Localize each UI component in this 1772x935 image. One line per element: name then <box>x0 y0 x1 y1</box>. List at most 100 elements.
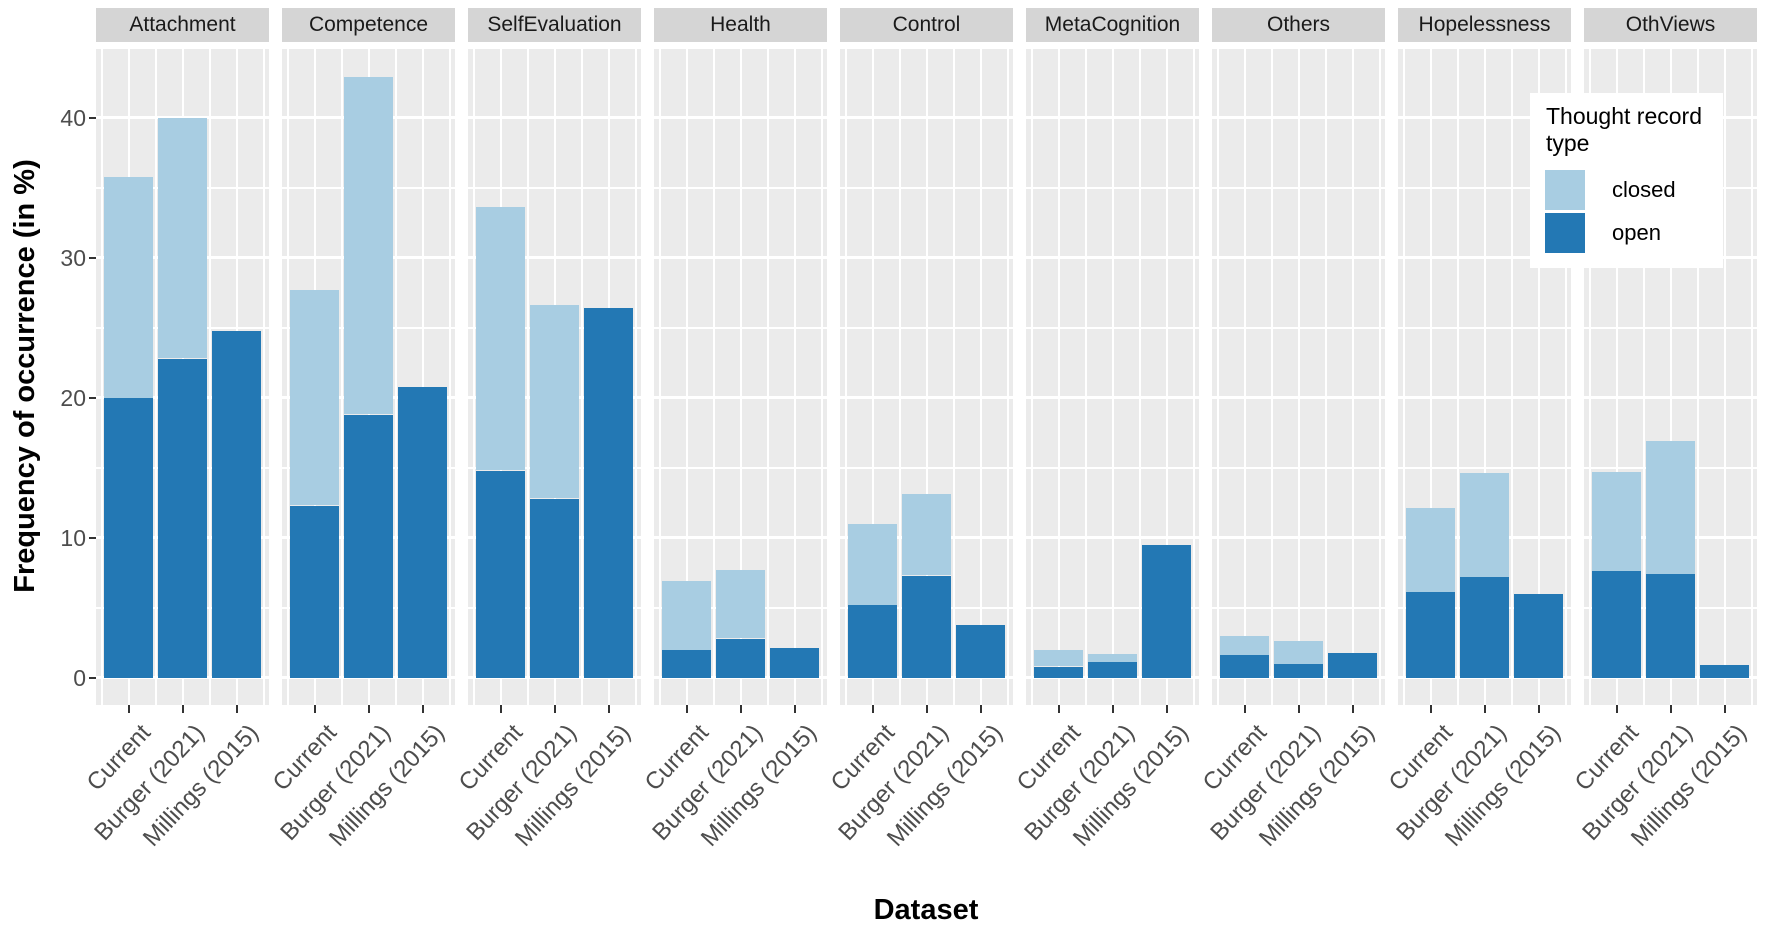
x-axis-tick <box>181 705 184 713</box>
bar-segment-open <box>1646 574 1695 678</box>
gridline-minor-v <box>658 47 661 705</box>
x-tick-label: Millings (2015) <box>1625 719 1752 852</box>
bar-segment-open <box>1514 593 1563 678</box>
bar-segment-closed <box>1274 641 1323 664</box>
x-axis-tick <box>367 705 370 713</box>
gridline-major-v <box>1429 47 1432 705</box>
x-axis-tick <box>553 705 556 713</box>
x-axis-tick <box>1297 705 1300 713</box>
gridline-minor-v <box>1510 47 1513 705</box>
gridline-major-v <box>1111 47 1114 705</box>
gridline-major-v <box>1615 47 1618 705</box>
bar-segment-open <box>1220 655 1269 678</box>
gridline-major-v <box>1483 47 1486 705</box>
gridline-minor-v <box>766 47 769 705</box>
facet-strip: Others <box>1212 8 1385 42</box>
gridline-minor-v <box>1216 47 1219 705</box>
bar-segment-open <box>1034 666 1083 678</box>
bar-segment-closed <box>290 289 339 506</box>
gridline-major-v <box>979 47 982 705</box>
bar-segment-closed <box>848 523 897 605</box>
x-axis-tick <box>1615 705 1618 713</box>
gridline-minor-v <box>1192 47 1195 705</box>
gridline-minor-v <box>340 47 343 705</box>
gridline-minor-v <box>1750 47 1753 705</box>
facet-strip: Competence <box>282 8 455 42</box>
x-axis-tick <box>1243 705 1246 713</box>
bar-segment-closed <box>104 176 153 398</box>
bar-segment-closed <box>716 569 765 639</box>
x-axis-tick <box>127 705 130 713</box>
gridline-minor-v <box>100 47 103 705</box>
facet-panel <box>1026 47 1199 705</box>
x-axis-tick <box>607 705 610 713</box>
gridline-minor-v <box>1270 47 1273 705</box>
gridline-minor-v <box>262 47 265 705</box>
bar-segment-closed <box>662 581 711 650</box>
gridline-minor-v <box>1402 47 1405 705</box>
x-axis-tick <box>421 705 424 713</box>
bar-segment-open <box>902 575 951 678</box>
x-axis-tick <box>871 705 874 713</box>
bar-segment-closed <box>1034 649 1083 667</box>
y-axis-tick <box>89 396 96 399</box>
facet-strip: Hopelessness <box>1398 8 1571 42</box>
gridline-minor-v <box>448 47 451 705</box>
gridline-major-v <box>1723 47 1726 705</box>
y-tick-label: 10 <box>60 524 86 551</box>
bar-segment-open <box>398 386 447 678</box>
bar-segment-closed <box>476 207 525 471</box>
bar-segment-open <box>1460 576 1509 678</box>
bar-segment-closed <box>1088 653 1137 663</box>
gridline-minor-v <box>712 47 715 705</box>
legend-swatch-closed <box>1545 170 1585 210</box>
gridline-major-v <box>1243 47 1246 705</box>
gridline-minor-v <box>580 47 583 705</box>
gridline-minor-v <box>634 47 637 705</box>
y-axis-tick <box>89 536 96 539</box>
x-axis-tick <box>685 705 688 713</box>
gridline-minor-v <box>286 47 289 705</box>
gridline-minor-v <box>1642 47 1645 705</box>
facet-strip: Attachment <box>96 8 269 42</box>
facet-panel <box>468 47 641 705</box>
legend-item: closed <box>1530 170 1723 210</box>
x-axis-title: Dataset <box>873 894 979 926</box>
gridline-major-v <box>925 47 928 705</box>
bar-segment-closed <box>1460 473 1509 577</box>
gridline-minor-v <box>1006 47 1009 705</box>
gridline-minor-v <box>1084 47 1087 705</box>
x-axis-tick <box>313 705 316 713</box>
facet-panel <box>96 47 269 705</box>
gridline-major-v <box>739 47 742 705</box>
bar-segment-open <box>1142 544 1191 678</box>
facet-strip: Health <box>654 8 827 42</box>
y-tick-label: 40 <box>60 104 86 131</box>
facet-panel <box>282 47 455 705</box>
x-axis-tick <box>1537 705 1540 713</box>
gridline-minor-v <box>844 47 847 705</box>
gridline-major-v <box>1165 47 1168 705</box>
x-axis-tick <box>793 705 796 713</box>
x-axis-tick <box>1165 705 1168 713</box>
gridline-minor-v <box>1378 47 1381 705</box>
bar-segment-open <box>530 498 579 678</box>
bar-segment-open <box>344 414 393 678</box>
x-axis-tick <box>235 705 238 713</box>
bar-segment-open <box>158 358 207 678</box>
bar-segment-closed <box>1646 441 1695 575</box>
bar-segment-closed <box>1220 635 1269 656</box>
gridline-major-v <box>685 47 688 705</box>
gridline-minor-v <box>526 47 529 705</box>
gridline-minor-v <box>952 47 955 705</box>
bar-segment-closed <box>902 494 951 576</box>
gridline-minor-v <box>820 47 823 705</box>
x-axis-tick <box>1429 705 1432 713</box>
gridline-minor-v <box>472 47 475 705</box>
bar-segment-open <box>848 604 897 678</box>
x-axis-tick <box>499 705 502 713</box>
bar-segment-open <box>1328 652 1377 678</box>
bar-segment-open <box>476 470 525 678</box>
legend-swatch-open <box>1545 213 1585 253</box>
